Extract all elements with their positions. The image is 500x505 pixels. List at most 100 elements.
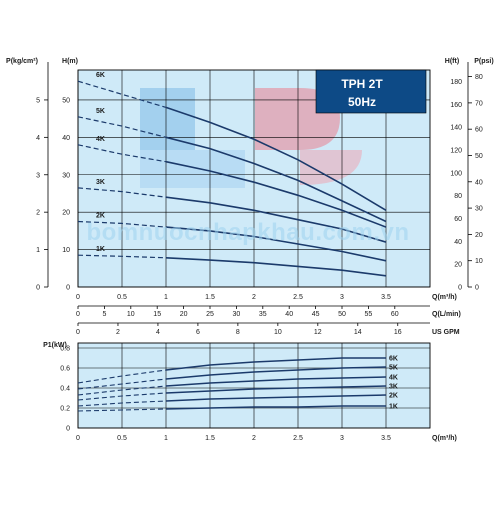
flow-lmin-tick-label: 5 bbox=[102, 311, 106, 318]
head-ft-tick-label: 140 bbox=[450, 125, 462, 132]
head-curve-5K bbox=[165, 136, 387, 223]
flow-gpm-axis-label: US GPM bbox=[432, 329, 460, 336]
flow-lmin-tick-label: 0 bbox=[76, 311, 80, 318]
watermark-text: bomnuocnhapkhau.com.vn bbox=[86, 219, 409, 246]
watermark-logo-bar bbox=[140, 150, 245, 188]
pressure-kg-axis-label: P(kg/cm²) bbox=[6, 58, 38, 65]
head-curve-label: 3K bbox=[96, 179, 105, 186]
pressure-psi-tick-label: 0 bbox=[475, 285, 479, 292]
pressure-kg-tick-label: 0 bbox=[36, 285, 40, 292]
head-curve-6K bbox=[165, 106, 387, 211]
power-curve-2K-dashed bbox=[77, 400, 167, 407]
power-curve-label: 6K bbox=[389, 356, 398, 363]
flow-gpm-tick-label: 6 bbox=[196, 329, 200, 336]
head-curve-3K-dashed bbox=[77, 187, 167, 198]
flow-lmin-tick-label: 35 bbox=[259, 311, 267, 318]
flow-lmin-tick-label: 55 bbox=[365, 311, 373, 318]
power-flow-tick-label: 3.5 bbox=[381, 435, 391, 442]
power-curve-3K bbox=[165, 385, 387, 394]
power-curve-label: 4K bbox=[389, 375, 398, 382]
head-m-tick-label: 20 bbox=[62, 210, 70, 217]
flow-lmin-tick-label: 45 bbox=[312, 311, 320, 318]
head-ft-tick-label: 40 bbox=[454, 239, 462, 246]
head-m-tick-label: 10 bbox=[62, 247, 70, 254]
head-ft-tick-label: 100 bbox=[450, 170, 462, 177]
flow-gpm-tick-label: 0 bbox=[76, 329, 80, 336]
head-ft-tick-label: 0 bbox=[458, 285, 462, 292]
title-badge bbox=[315, 69, 427, 114]
flow-gpm-tick-label: 4 bbox=[156, 329, 160, 336]
power-curve-label: 1K bbox=[389, 404, 398, 411]
pressure-psi-tick-label: 60 bbox=[475, 127, 483, 134]
flow-m3h-tick-label: 0.5 bbox=[117, 294, 127, 301]
flow-gpm-tick-label: 8 bbox=[236, 329, 240, 336]
pressure-kg-tick-label: 1 bbox=[36, 247, 40, 254]
power-curve-label: 2K bbox=[389, 393, 398, 400]
head-curve-label: 4K bbox=[96, 136, 105, 143]
head-m-axis-label: H(m) bbox=[62, 58, 78, 65]
power-plot-frame bbox=[77, 342, 431, 429]
flow-m3h-tick-label: 2 bbox=[252, 294, 256, 301]
head-ft-tick-label: 120 bbox=[450, 147, 462, 154]
head-curve-6K-dashed bbox=[77, 80, 167, 108]
power-flow-tick-label: 0 bbox=[76, 435, 80, 442]
power-flow-tick-label: 3 bbox=[340, 435, 344, 442]
pressure-kg-tick-label: 5 bbox=[36, 97, 40, 104]
flow-gpm-tick-label: 2 bbox=[116, 329, 120, 336]
flow-lmin-tick-label: 15 bbox=[153, 311, 161, 318]
head-plot-frame bbox=[77, 69, 431, 288]
head-curve-1K-dashed bbox=[77, 254, 167, 259]
flow-lmin-tick-label: 20 bbox=[180, 311, 188, 318]
power-axis-label: P1(kW) bbox=[43, 342, 67, 349]
head-ft-tick-label: 60 bbox=[454, 216, 462, 223]
head-ft-tick-label: 160 bbox=[450, 102, 462, 109]
flow-lmin-tick-label: 10 bbox=[127, 311, 135, 318]
head-curve-4K-dashed bbox=[77, 144, 167, 163]
power-curve-label: 5K bbox=[389, 365, 398, 372]
flow-lmin-tick-label: 50 bbox=[338, 311, 346, 318]
head-ft-tick-label: 80 bbox=[454, 193, 462, 200]
flow-lmin-axis-label: Q(L/min) bbox=[432, 311, 461, 318]
flow-m3h-tick-label: 1.5 bbox=[205, 294, 215, 301]
chart-subtitle: 50Hz bbox=[348, 95, 376, 109]
power-flow-tick-label: 1.5 bbox=[205, 435, 215, 442]
pressure-psi-tick-label: 20 bbox=[475, 232, 483, 239]
head-ft-axis-label: H(ft) bbox=[445, 58, 459, 65]
flow-gpm-tick-label: 14 bbox=[354, 329, 362, 336]
head-ft-tick-label: 180 bbox=[450, 79, 462, 86]
head-curve-2K-dashed bbox=[77, 220, 167, 228]
head-curve-3K bbox=[165, 196, 387, 243]
power-curve-1K bbox=[165, 405, 386, 410]
watermark-logo-tail bbox=[300, 150, 362, 185]
power-flow-tick-label: 2.5 bbox=[293, 435, 303, 442]
flow-lmin-tick-label: 25 bbox=[206, 311, 214, 318]
pressure-psi-tick-label: 80 bbox=[475, 74, 483, 81]
power-flow-tick-label: 0.5 bbox=[117, 435, 127, 442]
head-curve-2K bbox=[165, 226, 387, 262]
pressure-psi-tick-label: 40 bbox=[475, 179, 483, 186]
head-curve-label: 2K bbox=[96, 213, 105, 220]
power-tick-label: 0.6 bbox=[60, 366, 70, 373]
power-curve-5K-dashed bbox=[77, 378, 167, 390]
flow-m3h-tick-label: 3 bbox=[340, 294, 344, 301]
flow-m3h-tick-label: 1 bbox=[164, 294, 168, 301]
flow-m3h-axis-label: Q(m³/h) bbox=[432, 294, 457, 301]
watermark-logo-square bbox=[140, 88, 195, 150]
head-curve-label: 1K bbox=[96, 246, 105, 253]
power-curve-5K bbox=[165, 366, 387, 380]
flow-gpm-tick-label: 10 bbox=[274, 329, 282, 336]
flow-lmin-tick-label: 60 bbox=[391, 311, 399, 318]
pressure-kg-tick-label: 4 bbox=[36, 135, 40, 142]
power-curve-1K-dashed bbox=[77, 408, 167, 412]
head-m-tick-label: 50 bbox=[62, 97, 70, 104]
pressure-kg-tick-label: 3 bbox=[36, 172, 40, 179]
power-curve-4K bbox=[165, 376, 387, 387]
pressure-psi-axis-label: P(psi) bbox=[474, 58, 493, 65]
power-tick-label: 0.4 bbox=[60, 386, 70, 393]
pressure-psi-tick-label: 30 bbox=[475, 206, 483, 213]
power-curve-label: 3K bbox=[389, 384, 398, 391]
head-m-tick-label: 30 bbox=[62, 172, 70, 179]
head-curve-4K bbox=[165, 160, 387, 228]
